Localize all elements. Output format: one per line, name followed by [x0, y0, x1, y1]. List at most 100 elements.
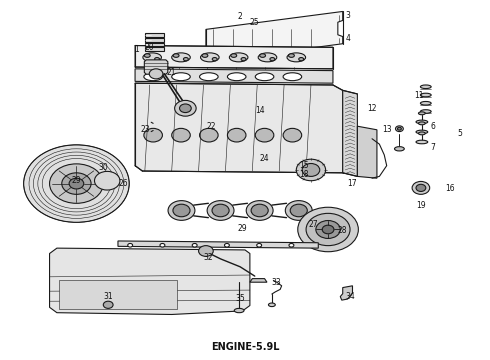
Polygon shape — [357, 126, 377, 178]
Text: 32: 32 — [203, 253, 213, 262]
Text: 12: 12 — [368, 104, 377, 113]
Polygon shape — [145, 42, 164, 46]
Ellipse shape — [277, 155, 292, 162]
Ellipse shape — [172, 53, 190, 62]
Ellipse shape — [183, 58, 188, 61]
Ellipse shape — [255, 73, 274, 81]
Circle shape — [174, 100, 196, 116]
Ellipse shape — [269, 303, 275, 307]
Text: 1: 1 — [134, 45, 139, 54]
Circle shape — [322, 225, 334, 234]
Polygon shape — [135, 83, 343, 173]
Circle shape — [62, 173, 91, 194]
Ellipse shape — [144, 129, 162, 142]
Ellipse shape — [227, 73, 246, 81]
Text: 21: 21 — [167, 68, 176, 77]
Text: 30: 30 — [98, 163, 108, 172]
Ellipse shape — [159, 155, 174, 162]
Text: 6: 6 — [431, 122, 436, 131]
Text: 4: 4 — [345, 34, 350, 43]
Polygon shape — [135, 45, 333, 69]
Circle shape — [24, 145, 129, 222]
Ellipse shape — [212, 58, 217, 61]
Text: 28: 28 — [338, 226, 347, 235]
Polygon shape — [49, 248, 250, 315]
Text: 24: 24 — [260, 154, 270, 163]
Circle shape — [198, 246, 213, 256]
Ellipse shape — [231, 54, 237, 57]
Text: 33: 33 — [272, 278, 282, 287]
Polygon shape — [135, 69, 333, 83]
Polygon shape — [340, 286, 352, 300]
Text: 5: 5 — [458, 129, 463, 138]
Text: 3: 3 — [345, 10, 350, 19]
Text: 13: 13 — [382, 125, 392, 134]
Circle shape — [289, 243, 294, 247]
Ellipse shape — [285, 201, 312, 220]
Ellipse shape — [416, 140, 428, 144]
Ellipse shape — [229, 53, 248, 62]
Ellipse shape — [202, 54, 208, 57]
Ellipse shape — [397, 127, 401, 130]
Circle shape — [224, 243, 229, 247]
Polygon shape — [145, 33, 164, 37]
Ellipse shape — [206, 155, 221, 162]
Circle shape — [179, 104, 191, 113]
Ellipse shape — [260, 54, 266, 57]
Polygon shape — [145, 38, 164, 41]
Ellipse shape — [290, 204, 307, 217]
Text: 25: 25 — [250, 18, 260, 27]
Ellipse shape — [251, 204, 268, 217]
Circle shape — [316, 221, 340, 238]
Polygon shape — [145, 47, 164, 51]
Ellipse shape — [420, 85, 431, 89]
Ellipse shape — [144, 73, 162, 81]
Ellipse shape — [299, 58, 304, 61]
Circle shape — [306, 213, 350, 246]
Text: 29: 29 — [72, 176, 81, 185]
Ellipse shape — [172, 129, 190, 142]
Ellipse shape — [394, 147, 404, 151]
Ellipse shape — [416, 120, 428, 124]
Ellipse shape — [172, 73, 190, 81]
Text: 20: 20 — [145, 43, 154, 52]
Text: 2: 2 — [238, 12, 243, 21]
Circle shape — [416, 184, 426, 192]
Ellipse shape — [230, 155, 245, 162]
Ellipse shape — [258, 53, 277, 62]
Circle shape — [412, 181, 430, 194]
Ellipse shape — [234, 309, 244, 313]
Text: 17: 17 — [348, 179, 357, 188]
Ellipse shape — [200, 53, 219, 62]
Ellipse shape — [418, 122, 425, 125]
Ellipse shape — [145, 54, 150, 57]
Text: ENGINE-5.9L: ENGINE-5.9L — [211, 342, 279, 352]
Circle shape — [296, 159, 326, 181]
Ellipse shape — [212, 204, 229, 217]
Ellipse shape — [173, 54, 179, 57]
Circle shape — [160, 243, 165, 247]
Ellipse shape — [418, 132, 425, 135]
Text: 15: 15 — [299, 161, 308, 170]
Ellipse shape — [183, 155, 197, 162]
Ellipse shape — [241, 58, 246, 61]
Text: 35: 35 — [235, 294, 245, 303]
Text: 11: 11 — [414, 91, 423, 100]
Ellipse shape — [300, 155, 315, 162]
Circle shape — [103, 301, 113, 309]
Polygon shape — [250, 279, 267, 282]
Polygon shape — [59, 280, 176, 309]
Circle shape — [128, 243, 133, 247]
Text: 23: 23 — [140, 125, 149, 134]
Circle shape — [49, 164, 103, 203]
Circle shape — [257, 243, 262, 247]
Ellipse shape — [168, 201, 195, 220]
Text: 18: 18 — [299, 170, 308, 179]
Circle shape — [298, 207, 358, 252]
Ellipse shape — [143, 53, 161, 62]
Circle shape — [302, 163, 320, 176]
Circle shape — [192, 243, 197, 247]
Circle shape — [149, 69, 163, 79]
Ellipse shape — [420, 102, 431, 105]
Ellipse shape — [153, 71, 159, 74]
